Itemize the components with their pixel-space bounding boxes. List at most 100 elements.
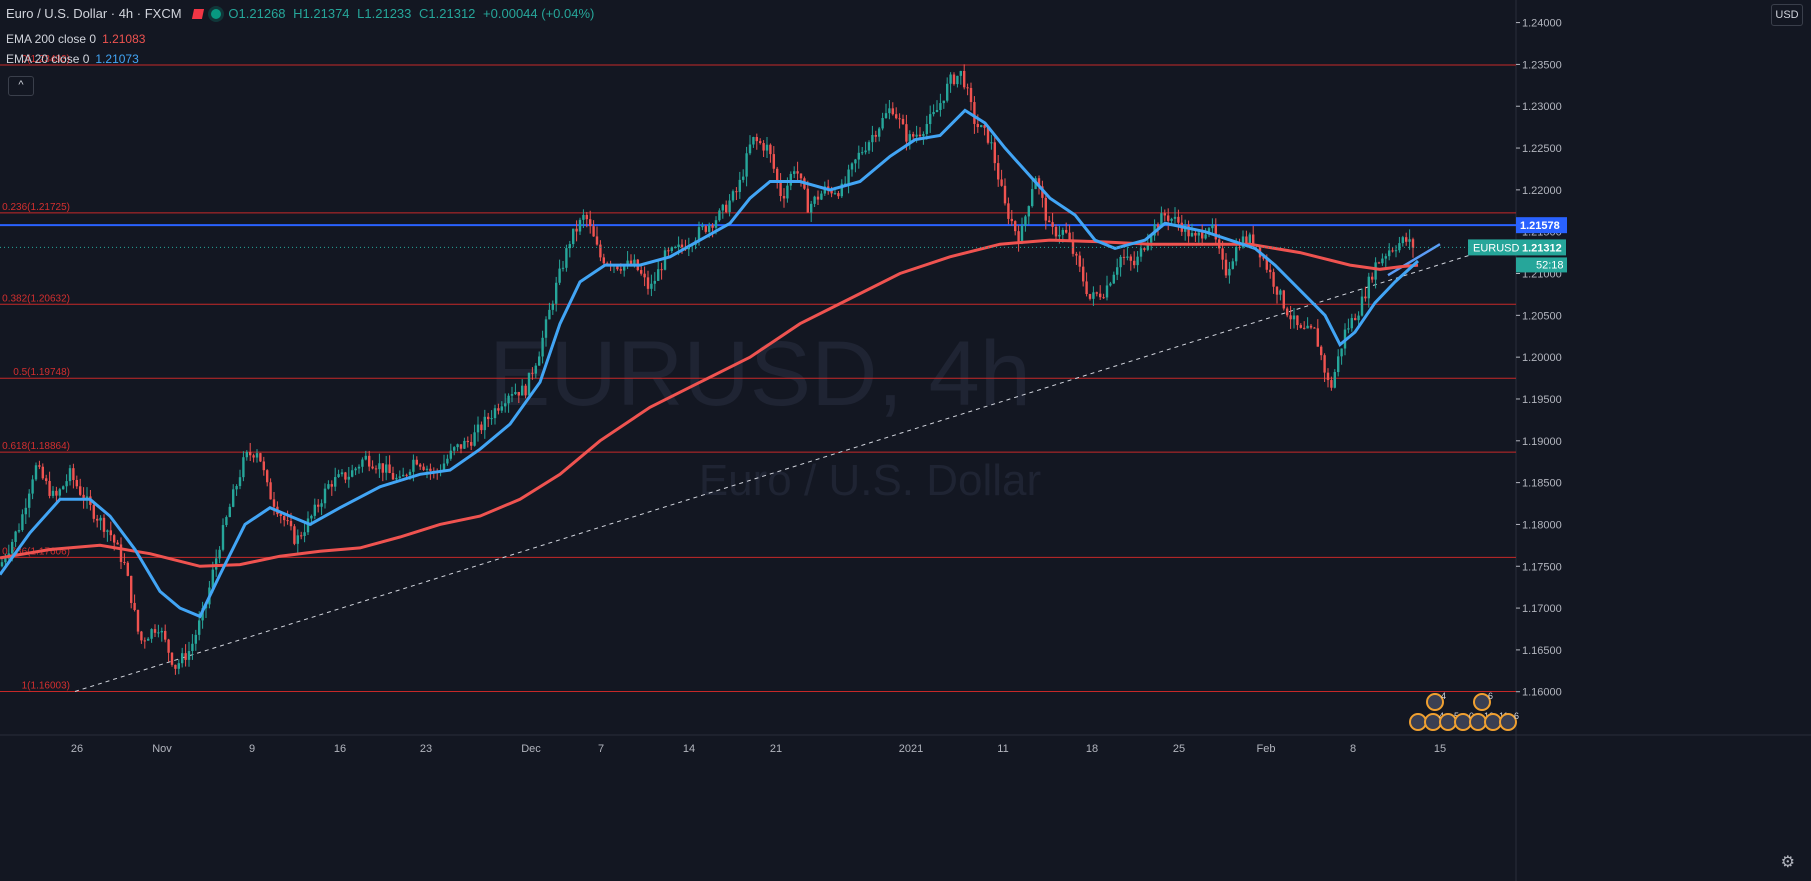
candle-body [1133,260,1136,266]
indicator-ema200[interactable]: EMA 200 close 0 1.21083 [6,32,145,46]
candle-body [881,118,884,129]
event-flag-icon [1409,713,1427,731]
candle-body [1211,224,1214,229]
candle-body [487,416,490,420]
candle-body [453,447,456,451]
candle-body [1105,285,1109,298]
candle [1371,272,1374,283]
candle-body [330,484,333,487]
candle [793,166,796,179]
candle [748,135,752,156]
candle-body [1391,250,1394,252]
candle-body [850,163,854,170]
candle-body [993,142,996,164]
x-tick-label: Nov [152,743,172,755]
candle-body [830,189,833,194]
candle [1071,231,1075,257]
candle-body [191,643,194,652]
candle [344,471,347,484]
candle [1136,251,1139,273]
candle [1116,258,1119,281]
candle [1044,193,1047,230]
candle-body [412,459,415,472]
candle-body [1116,267,1119,275]
candle-body [140,631,143,641]
candle [929,105,932,133]
candle-body [918,134,922,137]
candle-body [313,504,316,516]
candle [136,609,140,635]
candle [228,503,231,518]
indicator-ema20[interactable]: EMA 20 close 0 1.21073 [6,52,139,66]
candle [1197,230,1200,243]
candle [993,133,996,171]
candle-body [721,204,724,211]
candle-body [296,535,299,544]
highlight-price-text: 1.21578 [1520,220,1560,232]
candle [1282,289,1285,311]
currency-button[interactable]: USD [1771,4,1803,26]
candle [385,455,388,481]
candle [500,401,503,414]
candle [143,637,146,649]
candle [330,480,333,496]
candle-body [446,458,449,464]
time-axis: 26 Nov 9 16 23 Dec 7 14 21 2021 11 18 25 Feb 8 15 [71,743,1446,755]
candle-body [1204,234,1207,239]
candle [1309,323,1313,330]
candle [1289,305,1292,329]
candle [21,509,24,532]
candle [109,521,112,542]
candle [364,450,367,461]
candle-body [357,466,361,469]
fib-level-label: 0(1.23493) [22,54,70,65]
candle-body [232,489,235,507]
candle-body [1214,224,1217,240]
candle [1231,258,1234,270]
indicator-label: EMA 200 close 0 [6,32,97,46]
x-tick-label: 14 [683,743,695,755]
candle [524,383,527,399]
y-tick-label: 1.19500 [1522,394,1562,406]
event-count: 6 [1488,691,1493,701]
candle-body [575,228,578,232]
watermark-symbol: EURUSD, 4h [489,323,1031,425]
candle-body [779,180,782,196]
candle-body [147,638,150,641]
candle-body [500,406,503,411]
candle-body [327,484,330,489]
candle [286,510,289,525]
candle-body [976,123,979,128]
candle [45,474,48,485]
candle-body [1224,259,1228,276]
candle [888,100,891,120]
symbol-title[interactable]: Euro / U.S. Dollar · 4h · FXCM [6,6,182,21]
candle-body [34,465,38,480]
candle [473,424,476,447]
event-markers: 4645010116 [1409,691,1519,731]
x-tick-label: 9 [249,743,255,755]
gear-icon[interactable]: ⚙ [1780,854,1795,871]
candle-body [742,176,745,180]
candle [116,539,119,545]
highlight-price-tag [1516,217,1567,234]
candle-body [769,144,772,155]
candle-body [405,474,408,476]
collapse-legend-button[interactable]: ^ [8,76,34,96]
candle-body [1377,262,1381,264]
candle [55,486,58,504]
candle [551,300,554,315]
candle-body [1119,256,1122,268]
candle [140,630,143,644]
candle-body [106,530,109,532]
candle [31,475,34,500]
candle-body [1360,296,1364,316]
candle [419,463,422,470]
flag-icon[interactable] [192,9,205,19]
candle-body [374,468,378,470]
candle [857,145,860,169]
candle [1279,288,1282,301]
candle [34,462,38,482]
candle-body [915,134,918,137]
